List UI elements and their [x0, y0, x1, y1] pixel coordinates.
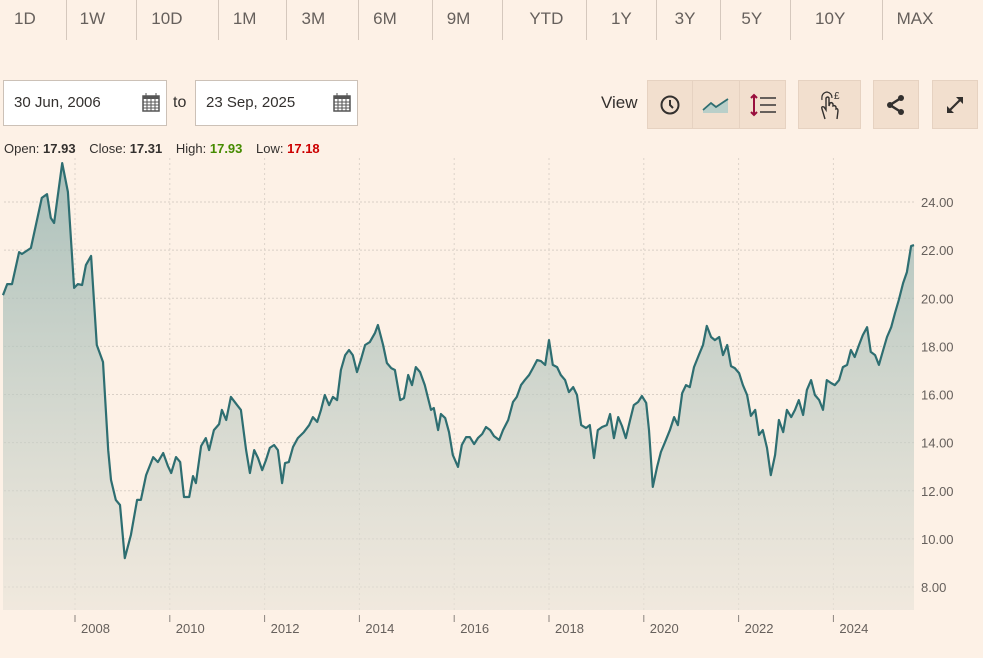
y-tick-label: 22.00	[921, 243, 954, 258]
range-6m[interactable]: 6M	[359, 0, 433, 40]
to-label: to	[173, 94, 187, 111]
date-from-input[interactable]: 30 Jun, 2006	[3, 80, 167, 126]
range-ytd[interactable]: YTD	[503, 0, 587, 40]
range-3m[interactable]: 3M	[287, 0, 360, 40]
ohlc-readout: Open: 17.93 Close: 17.31 High: 17.93 Low…	[4, 141, 330, 156]
x-tick-label: 2008	[81, 621, 110, 636]
x-tick-label: 2012	[271, 621, 300, 636]
range-5y[interactable]: 5Y	[721, 0, 792, 40]
date-from-value: 30 Jun, 2006	[14, 94, 101, 111]
high-label: High:	[175, 141, 207, 156]
axis-scale-button[interactable]	[739, 80, 786, 129]
range-1d[interactable]: 1D	[0, 0, 67, 40]
range-max[interactable]: MAX	[896, 9, 934, 28]
x-tick-label: 2010	[176, 621, 205, 636]
range-1m[interactable]: 1M	[219, 0, 288, 40]
expand-icon	[947, 96, 963, 113]
date-to-value: 23 Sep, 2025	[206, 94, 296, 111]
x-tick-label: 2024	[839, 621, 868, 636]
close-label: Close:	[89, 141, 127, 156]
calendar-icon[interactable]	[142, 92, 160, 112]
svg-text:£: £	[834, 91, 840, 102]
x-tick-label: 2016	[460, 621, 489, 636]
interactive-touch-icon: £	[820, 91, 840, 119]
y-tick-label: 20.00	[921, 291, 954, 306]
y-tick-label: 16.00	[921, 388, 954, 403]
range-10d[interactable]: 10D	[137, 0, 219, 40]
range-9m[interactable]: 9M	[433, 0, 504, 40]
price-line	[1, 162, 915, 560]
x-tick-label: 2022	[745, 621, 774, 636]
line-chart-icon	[702, 97, 729, 113]
view-label: View	[601, 93, 638, 112]
expand-button[interactable]	[932, 80, 978, 129]
share-button[interactable]	[873, 80, 919, 129]
range-3y[interactable]: 3Y	[657, 0, 722, 40]
high-value: 17.93	[209, 141, 243, 156]
range-selector: 1D 1W 10D 1M 3M 6M 9M YTD 1Y 3Y 5Y 10Y M…	[0, 0, 983, 40]
calendar-icon[interactable]	[333, 92, 351, 112]
low-label: Low:	[256, 141, 284, 156]
y-tick-label: 12.00	[921, 484, 954, 499]
clock-icon	[660, 95, 680, 114]
range-1w[interactable]: 1W	[67, 0, 138, 40]
price-area-fill	[3, 163, 914, 610]
open-label: Open:	[4, 141, 40, 156]
range-10y[interactable]: 10Y	[791, 0, 883, 40]
x-tick-label: 2020	[650, 621, 679, 636]
x-tick-label: 2018	[555, 621, 584, 636]
close-value: 17.31	[129, 141, 163, 156]
share-icon	[887, 94, 904, 115]
y-tick-label: 24.00	[921, 195, 954, 210]
axis-scale-icon	[749, 93, 776, 116]
x-tick-label: 2014	[365, 621, 394, 636]
range-1y[interactable]: 1Y	[587, 0, 657, 40]
interactive-button[interactable]: £	[798, 80, 861, 129]
y-tick-label: 18.00	[921, 339, 954, 354]
y-tick-label: 14.00	[921, 436, 954, 451]
y-tick-label: 10.00	[921, 532, 954, 547]
time-view-button[interactable]	[647, 80, 693, 129]
low-value: 17.18	[287, 141, 320, 156]
open-value: 17.93	[43, 141, 76, 156]
y-tick-label: 8.00	[921, 580, 946, 595]
line-chart-button[interactable]	[692, 80, 740, 129]
date-to-input[interactable]: 23 Sep, 2025	[195, 80, 358, 126]
